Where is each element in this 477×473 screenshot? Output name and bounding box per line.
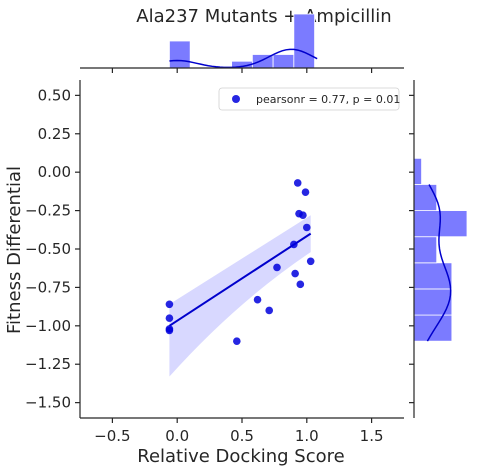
scatter-point [301,188,310,196]
scatter-point [265,306,274,315]
scatter-point [306,257,315,266]
histogram-bar [413,262,453,290]
scatter-point [293,179,302,187]
y-tick-label: −1.00 [25,317,71,335]
y-axis-label: Fitness Differential [4,166,25,334]
legend-frame [218,87,400,111]
scatter-point [233,337,241,345]
histogram-bar [169,40,191,69]
scatter-point [165,300,174,309]
scatter-point [299,211,307,219]
y-tick-label: −0.75 [25,278,71,296]
scatter-point [296,280,305,289]
confidence-band [169,215,311,377]
scatter-point [253,295,262,304]
y-tick-label: −1.50 [25,394,71,412]
x-tick-label: 1.0 [295,427,319,445]
legend: pearsonr = 0.77, p = 0.01 [218,87,400,111]
y-tick-label: −0.25 [25,202,71,220]
scatter-point [273,263,281,272]
legend-marker [232,95,240,103]
scatter-point [290,240,298,249]
histogram-bar [413,236,438,264]
y-tick-label: 0.50 [38,86,71,104]
histogram-bar [413,288,453,316]
marginal-y-histogram [409,80,468,418]
scatter-point [165,326,174,335]
histogram-bar [293,13,315,69]
scatter-point [165,314,174,322]
y-tick-label: 0.00 [38,163,71,181]
y-tick-label: −1.25 [25,355,71,373]
histogram-bar [413,184,438,211]
kde-curve-x [169,48,318,69]
main-plot-area: −0.5 0.0 0.5 1.0 1.5 0.50 0.25 0.00 −0.25 −0.50 −0… [25,80,404,445]
x-tick-label: 0.0 [165,427,189,445]
chart-title: Ala237 Mutants + Ampicillin [136,6,391,27]
y-tick-label: 0.25 [38,125,71,143]
x-axis-label: Relative Docking Score [137,446,344,467]
scatter-point [303,223,311,232]
histogram-bar [272,54,295,69]
y-tick-label: −0.50 [25,240,71,258]
x-tick-label: 1.5 [360,427,384,445]
kde-curve-y [426,184,452,342]
x-tick-label: −0.5 [94,427,130,445]
regression-line [168,232,312,327]
legend-label: pearsonr = 0.77, p = 0.01 [256,93,400,106]
marginal-x-histogram [80,13,404,73]
histogram-bar [413,157,422,185]
x-tick-label: 0.5 [230,427,254,445]
scatter-point [291,269,299,278]
histogram-bar [413,314,453,342]
